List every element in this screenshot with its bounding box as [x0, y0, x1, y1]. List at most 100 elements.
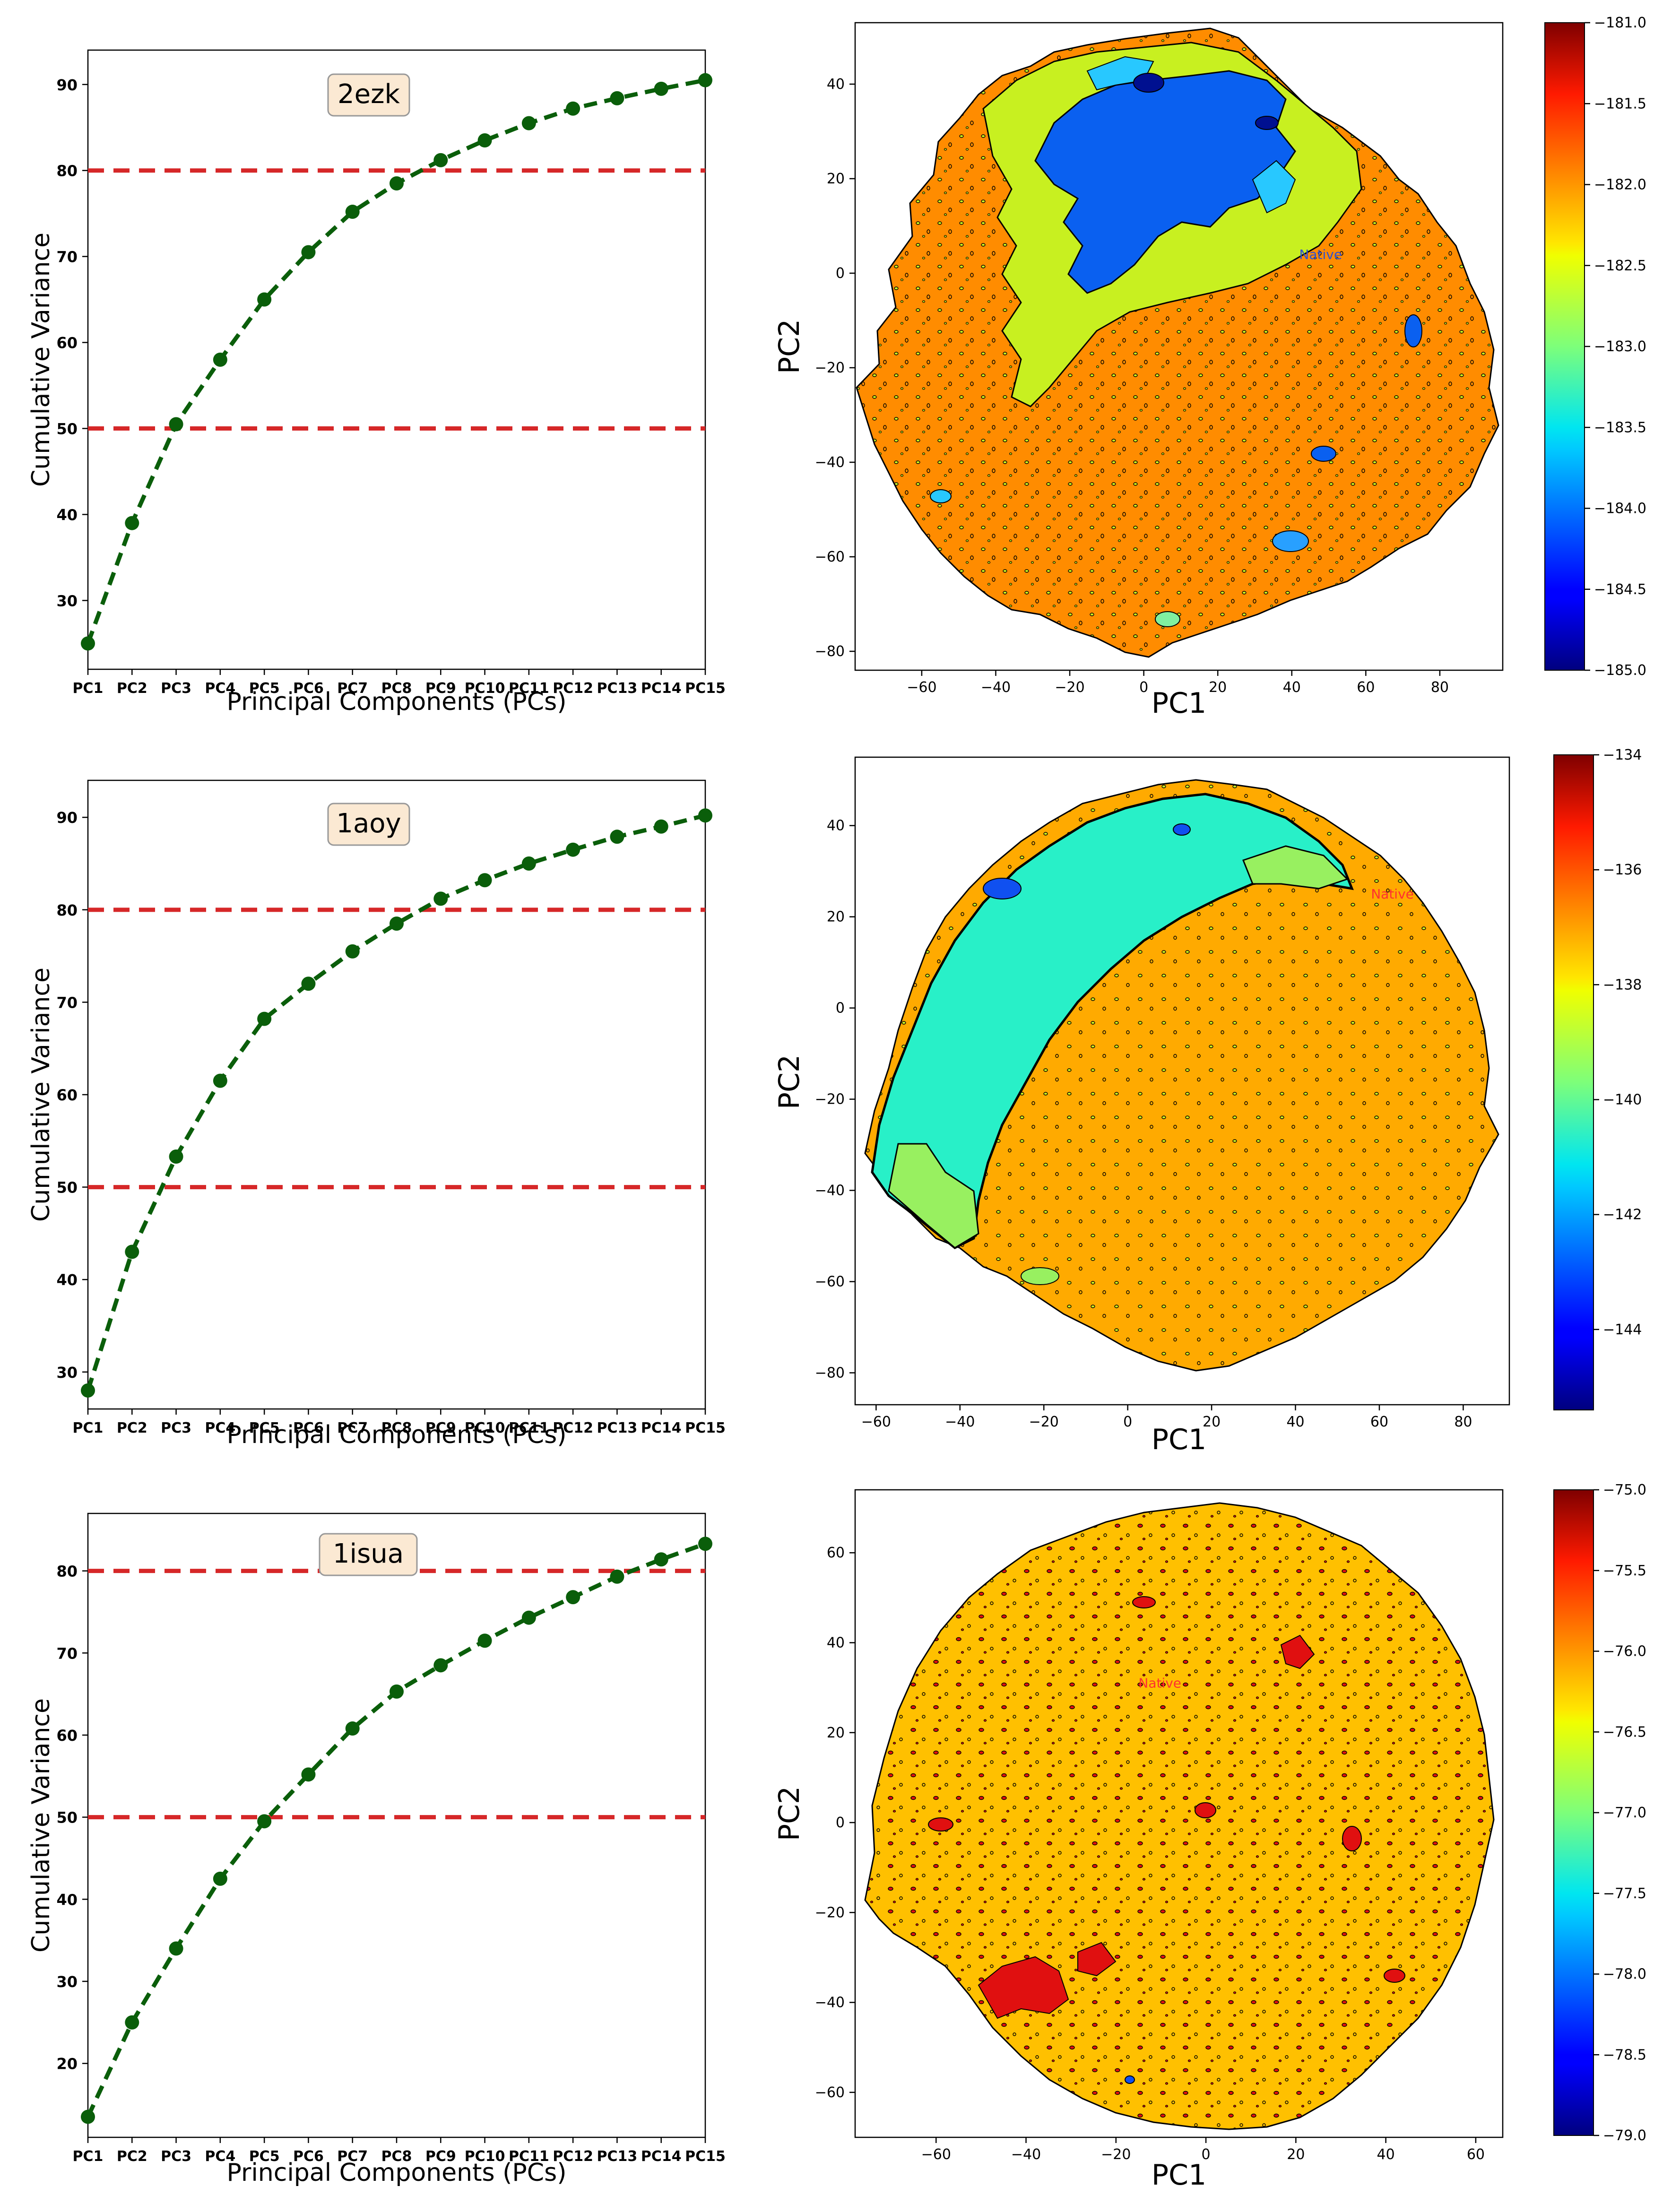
y-tick-label: 90: [56, 76, 78, 94]
energy-landscape-1isua: −60 −40 −20 0 20 40 60 −60 −40 −20 0 20 40 60 Native…: [773, 1482, 1646, 2192]
x-tick-label: PC9: [425, 2148, 456, 2165]
data-point: [257, 1814, 272, 1829]
colorbar-tick-label: −134: [1603, 747, 1642, 763]
data-point: [301, 977, 316, 991]
data-point: [433, 1658, 448, 1673]
y-tick-label: 90: [56, 809, 78, 827]
data-point: [610, 1569, 624, 1584]
x-tick-label: PC13: [597, 1420, 638, 1436]
landscape-1aoy: [864, 779, 1499, 1372]
colorbar-tick-label: −77.0: [1603, 1805, 1646, 1821]
x-tick-label: −60: [907, 679, 936, 696]
y-axis-label: PC2: [773, 319, 806, 374]
data-point: [257, 292, 272, 307]
y-tick-label: 80: [56, 162, 78, 180]
region-blue: [983, 878, 1022, 899]
y-tick-label: −20: [815, 1091, 845, 1108]
colorbar-tick-label: −78.0: [1603, 1966, 1646, 1983]
data-point: [301, 245, 316, 259]
x-tick-label: 80: [1431, 679, 1449, 696]
x-tick-label: PC15: [685, 1420, 726, 1436]
region-cyan: [930, 489, 952, 503]
badge-text: 2ezk: [338, 79, 400, 110]
y-tick-label: 30: [56, 1973, 78, 1991]
y-axis-label: Cumulative Variance: [27, 968, 55, 1222]
variance-chart-1aoy: PC1 PC2 PC3 PC4 PC5 PC6 PC7 PC8 PC9 PC10 PC11 PC12 P…: [27, 779, 726, 1449]
y-tick-label: 70: [56, 994, 78, 1011]
region-red: [978, 1956, 1069, 2019]
colorbar-tick-label: −183.5: [1594, 419, 1646, 436]
landscape-1isua: [864, 1502, 1495, 2130]
x-tick-label: PC13: [597, 680, 638, 697]
region-cyan: [1155, 611, 1180, 627]
x-tick-label: −40: [945, 1414, 975, 1430]
data-point: [433, 153, 448, 167]
y-tick-label: 50: [56, 420, 78, 438]
data-point: [345, 944, 360, 959]
x-tick-label: PC4: [205, 680, 235, 697]
x-tick-label: PC10: [465, 1420, 505, 1436]
x-tick-label: −20: [1029, 1414, 1059, 1430]
x-tick-label: PC9: [425, 680, 456, 697]
data-point: [213, 1871, 227, 1886]
colorbar-gradient: [1553, 754, 1594, 1410]
y-tick-label: −20: [815, 1904, 845, 1921]
variance-chart-2ezk: PC1 PC2 PC3 PC4 PC5 PC6 PC7 PC8 PC9 PC10 PC11 PC12 P…: [27, 49, 726, 716]
x-tick-label: PC6: [293, 680, 324, 697]
y-tick-label: 20: [827, 171, 845, 187]
data-point: [125, 516, 139, 530]
y-axis-label: PC2: [773, 1054, 806, 1109]
data-point: [477, 873, 492, 888]
x-tick-label: PC5: [249, 1420, 280, 1436]
colorbar-tick-label: −142: [1603, 1207, 1642, 1223]
data-point: [566, 842, 580, 857]
y-axis-label: Cumulative Variance: [27, 1698, 55, 1953]
data-point: [477, 133, 492, 148]
x-tick-label: −60: [861, 1414, 891, 1430]
y-tick-label: 40: [56, 506, 78, 524]
region-blue: [1125, 2075, 1135, 2084]
x-axis-label: Principal Components (PCs): [227, 688, 567, 716]
colorbar-tick-label: −77.5: [1603, 1885, 1646, 1902]
x-tick-label: −40: [981, 679, 1011, 696]
y-tick-label: 0: [836, 1815, 845, 1831]
x-tick-label: PC2: [117, 2148, 147, 2165]
y-tick-label: −40: [815, 1183, 845, 1199]
y-tick-label: −20: [815, 360, 845, 376]
x-tick-label: PC12: [553, 680, 593, 697]
y-tick-label: 40: [56, 1271, 78, 1289]
y-tick-label: −60: [815, 2084, 845, 2101]
x-tick-label: 20: [1287, 2146, 1305, 2163]
x-tick-label: PC8: [381, 680, 412, 697]
region-red: [1195, 1802, 1216, 1818]
y-axis-label: Cumulative Variance: [27, 233, 55, 487]
native-marker-label: Native: [1371, 886, 1414, 902]
x-tick-label: PC2: [117, 680, 147, 697]
data-point: [81, 1383, 95, 1398]
native-marker-label: Native: [1138, 1676, 1181, 1691]
data-point: [345, 205, 360, 219]
x-tick-label: PC13: [597, 2148, 638, 2165]
data-point: [654, 1552, 668, 1567]
x-tick-label: −40: [1011, 2146, 1041, 2163]
data-point: [521, 856, 536, 871]
legend-badge: 1isua: [319, 1533, 418, 1576]
colorbar: −134 −136 −138 −140 −142 −144: [1553, 747, 1642, 1410]
y-tick-label: −60: [815, 1274, 845, 1290]
y-tick-label: 30: [56, 1364, 78, 1382]
x-tick-label: 0: [1139, 679, 1148, 696]
x-tick-label: 0: [1123, 1414, 1132, 1430]
x-tick-label: 60: [1357, 679, 1375, 696]
y-tick-label: 60: [56, 1086, 78, 1104]
data-point: [213, 1073, 227, 1088]
region-darkblue: [1255, 116, 1279, 130]
y-tick-label: 0: [836, 1000, 845, 1017]
x-axis-label: Principal Components (PCs): [227, 1421, 567, 1449]
colorbar-tick-label: −181.5: [1594, 95, 1646, 112]
region-lime: [1242, 845, 1349, 890]
data-point: [169, 417, 183, 432]
y-tick-label: 70: [56, 248, 78, 266]
y-tick-label: 30: [56, 592, 78, 610]
x-tick-label: 40: [1377, 2146, 1395, 2163]
